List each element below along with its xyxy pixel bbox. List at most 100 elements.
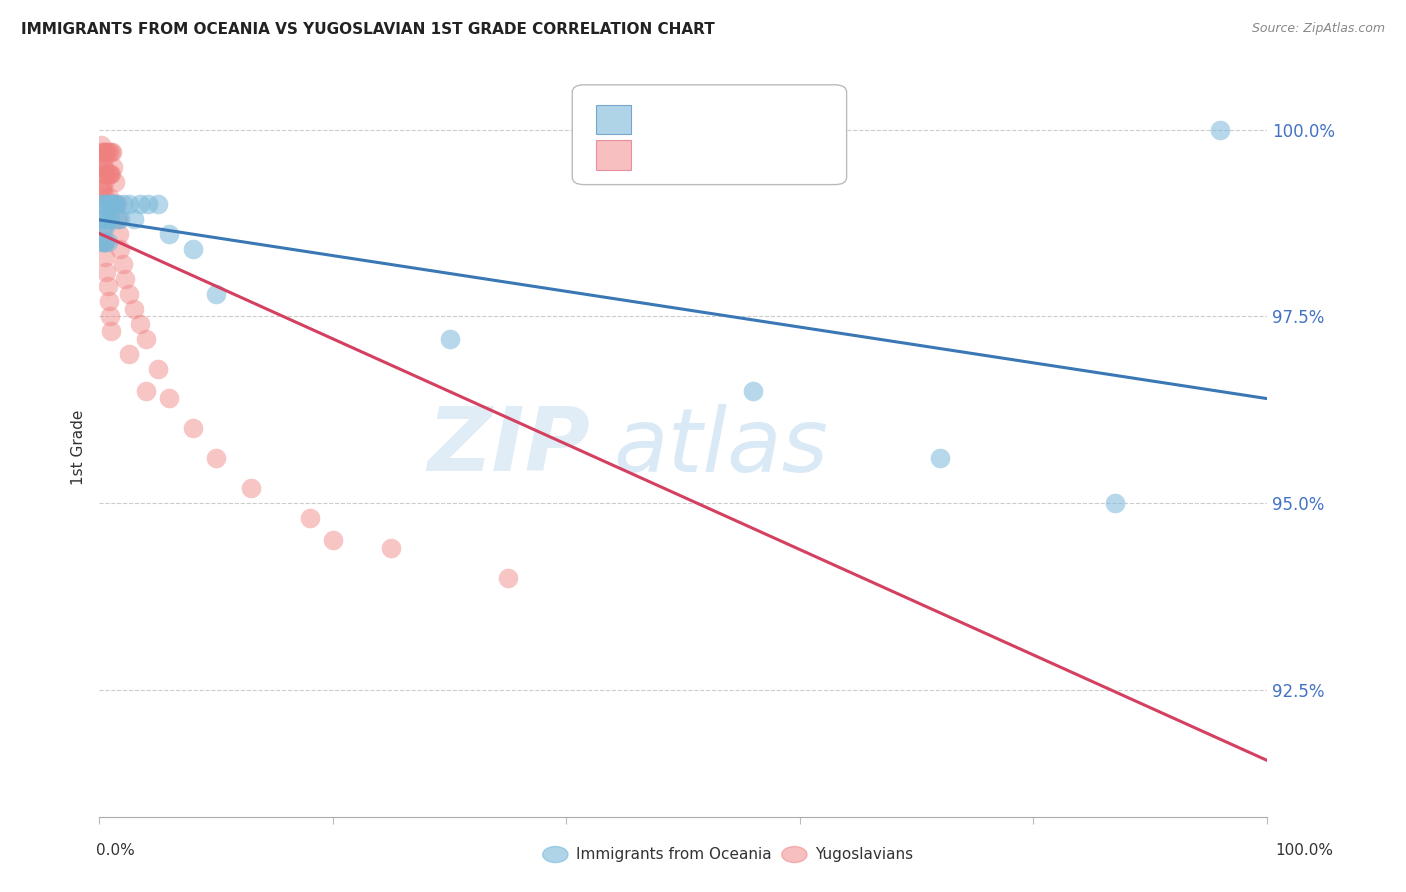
Point — [97, 145, 120, 160]
Point — [97, 235, 120, 249]
Point — [159, 227, 181, 242]
Point — [96, 168, 118, 182]
Text: IMMIGRANTS FROM OCEANIA VS YUGOSLAVIAN 1ST GRADE CORRELATION CHART: IMMIGRANTS FROM OCEANIA VS YUGOSLAVIAN 1… — [21, 22, 714, 37]
Point — [101, 197, 124, 211]
Point — [742, 384, 765, 398]
Y-axis label: 1st Grade: 1st Grade — [72, 409, 86, 484]
Point — [181, 421, 204, 435]
Point — [135, 332, 157, 346]
Point — [98, 168, 121, 182]
Point — [104, 197, 127, 211]
Point — [91, 219, 114, 234]
Point — [146, 197, 169, 211]
FancyBboxPatch shape — [572, 85, 846, 185]
Point — [298, 511, 321, 525]
Point — [90, 182, 112, 196]
Point — [496, 571, 519, 585]
Point — [93, 175, 115, 189]
Point — [103, 197, 125, 211]
Point — [111, 257, 134, 271]
Point — [90, 197, 112, 211]
Point — [90, 145, 112, 160]
Point — [93, 160, 115, 174]
Point — [91, 145, 114, 160]
Point — [146, 361, 169, 376]
Point — [97, 212, 120, 227]
Point — [93, 145, 115, 160]
Point — [97, 279, 120, 293]
Bar — [596, 140, 631, 169]
Point — [124, 212, 146, 227]
Point — [114, 272, 136, 286]
Text: Immigrants from Oceania: Immigrants from Oceania — [576, 847, 772, 862]
Point — [108, 227, 131, 242]
Point — [90, 137, 112, 152]
Point — [94, 168, 117, 182]
Point — [96, 145, 118, 160]
Point — [91, 182, 114, 196]
Point — [100, 168, 122, 182]
Point — [96, 197, 118, 211]
Text: Yugoslavians: Yugoslavians — [815, 847, 914, 862]
Point — [98, 310, 121, 324]
Point — [90, 235, 112, 249]
Point — [91, 160, 114, 174]
Point — [93, 212, 115, 227]
Point — [322, 533, 344, 548]
Point — [94, 190, 117, 204]
Point — [93, 235, 115, 249]
Point — [100, 145, 122, 160]
Point — [96, 212, 118, 227]
Point — [97, 168, 120, 182]
Text: Source: ZipAtlas.com: Source: ZipAtlas.com — [1251, 22, 1385, 36]
Point — [135, 384, 157, 398]
Point — [94, 219, 117, 234]
Point — [110, 242, 132, 256]
Point — [103, 160, 125, 174]
Point — [90, 160, 112, 174]
Point — [111, 197, 134, 211]
Point — [104, 175, 127, 189]
Point — [117, 287, 139, 301]
Point — [97, 197, 120, 211]
Point — [138, 197, 160, 211]
Point — [110, 212, 132, 227]
Point — [91, 197, 114, 211]
Point — [789, 122, 811, 136]
Text: 100.0%: 100.0% — [1275, 843, 1333, 858]
Point — [90, 160, 112, 174]
Point — [100, 324, 122, 338]
Point — [98, 212, 121, 227]
Text: ZIP: ZIP — [427, 403, 589, 491]
Point — [240, 481, 263, 495]
Point — [97, 294, 120, 309]
Point — [94, 145, 117, 160]
Text: atlas: atlas — [613, 404, 828, 490]
Point — [104, 197, 127, 211]
Point — [96, 264, 118, 278]
Point — [97, 145, 120, 160]
Point — [117, 346, 139, 360]
Point — [129, 317, 152, 331]
Point — [91, 219, 114, 234]
Point — [107, 212, 129, 227]
Point — [181, 242, 204, 256]
Text: 0.0%: 0.0% — [96, 843, 135, 858]
Bar — [596, 104, 631, 135]
Point — [97, 168, 120, 182]
Point — [105, 197, 128, 211]
Point — [117, 197, 139, 211]
Text: R = 0.429   N = 36: R = 0.429 N = 36 — [643, 105, 813, 123]
Point — [159, 392, 181, 406]
Point — [93, 235, 115, 249]
Point — [94, 235, 117, 249]
Point — [205, 451, 228, 466]
Point — [90, 182, 112, 196]
Text: R = 0.386   N = 58: R = 0.386 N = 58 — [643, 142, 813, 160]
Point — [380, 541, 402, 555]
Point — [105, 212, 128, 227]
Point — [101, 145, 124, 160]
Point — [1104, 496, 1126, 510]
Point — [97, 190, 120, 204]
Point — [94, 250, 117, 264]
